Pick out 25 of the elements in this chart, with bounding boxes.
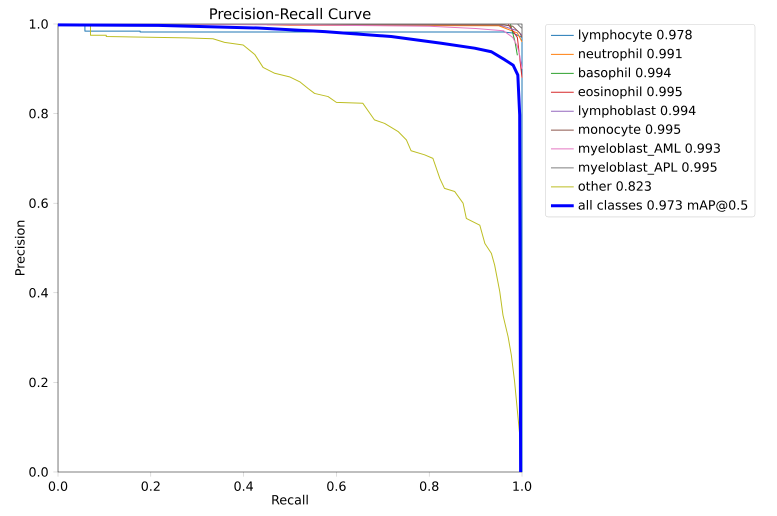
y-tick-label: 0.0 xyxy=(29,467,48,477)
legend-label: myeloblast_AML 0.993 xyxy=(579,143,720,156)
x-tick-label: 0.6 xyxy=(327,481,346,491)
x-tick-label: 0.8 xyxy=(420,481,438,491)
legend-label: other 0.823 xyxy=(578,181,651,191)
x-tick-label: 0.2 xyxy=(142,481,160,491)
legend-label: myeloblast_APL 0.995 xyxy=(579,162,717,175)
legend-label: monocyte 0.995 xyxy=(579,124,680,136)
legend-label: neutrophil 0.991 xyxy=(579,48,682,61)
x-tick-label: 0.4 xyxy=(234,481,253,491)
legend-label: eosinophil 0.995 xyxy=(578,86,682,99)
x-tick-label: 1.0 xyxy=(513,481,532,491)
y-tick-label: 0.2 xyxy=(29,378,48,388)
x-axis-title: Recall xyxy=(272,494,308,505)
legend-label: all classes 0.973 mAP@0.5 xyxy=(578,200,748,212)
x-tick-label: 0.0 xyxy=(48,481,68,491)
y-axis-title: Precision xyxy=(14,220,25,276)
y-tick-label: 0.6 xyxy=(29,198,48,208)
chart-title: Precision-Recall Curve xyxy=(210,8,370,20)
y-tick-label: 0.4 xyxy=(29,288,48,298)
legend-label: lymphoblast 0.994 xyxy=(579,105,696,118)
y-tick-label: 1.0 xyxy=(30,19,48,29)
legend-label: basophil 0.994 xyxy=(579,68,671,80)
legend-label: lymphocyte 0.978 xyxy=(579,30,692,42)
y-tick-label: 0.8 xyxy=(29,108,48,118)
